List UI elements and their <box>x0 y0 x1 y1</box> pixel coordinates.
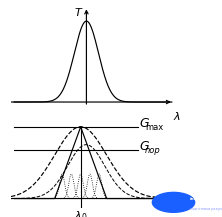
Text: T: T <box>74 8 81 18</box>
Text: $\lambda$: $\lambda$ <box>173 110 181 122</box>
Text: max: max <box>145 123 163 132</box>
Text: $G$: $G$ <box>139 140 151 153</box>
Text: $\lambda_0$: $\lambda_0$ <box>74 209 87 217</box>
Text: подготовки разума: подготовки разума <box>190 207 222 211</box>
Text: nop: nop <box>145 146 161 155</box>
Text: intellect.lia: intellect.lia <box>190 197 218 201</box>
Circle shape <box>152 192 195 212</box>
Text: $G$: $G$ <box>139 117 151 130</box>
